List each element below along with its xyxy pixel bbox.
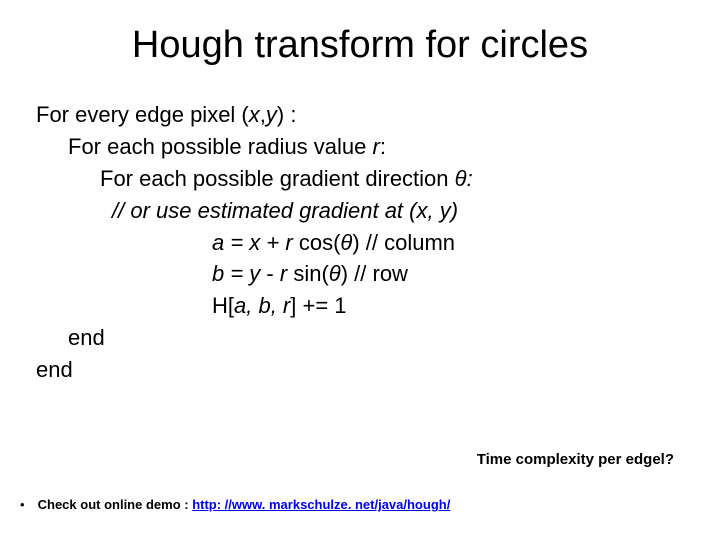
slide-title: Hough transform for circles [36, 24, 684, 67]
footer: • Check out online demo : http: //www. m… [20, 497, 450, 512]
algo-line-6: b = y - r sin(θ) // row [36, 258, 684, 290]
text: ] += 1 [290, 293, 346, 318]
bullet-icon: • [20, 497, 34, 512]
text: ) // row [341, 261, 408, 286]
algo-line-7: H[a, b, r] += 1 [36, 290, 684, 322]
var-x: x [249, 102, 260, 127]
var-theta: θ: [455, 166, 473, 191]
algo-line-2: For each possible radius value r: [36, 131, 684, 163]
text: - [266, 261, 279, 286]
var-r: r [373, 134, 380, 159]
algo-line-1: For every edge pixel (x,y) : [36, 99, 684, 131]
text: sin( [293, 261, 328, 286]
text: For each possible gradient direction [100, 166, 455, 191]
var-y: y [266, 102, 277, 127]
text: cos( [299, 230, 341, 255]
text: r [280, 261, 293, 286]
text: H[ [212, 293, 234, 318]
algo-line-4-comment: // or use estimated gradient at (x, y) [36, 195, 684, 227]
var-theta: θ [340, 230, 352, 255]
text: ) : [277, 102, 297, 127]
algo-line-5: a = x + r cos(θ) // column [36, 227, 684, 259]
text: a = x + r [212, 230, 299, 255]
algo-end-1: end [36, 322, 684, 354]
text: ) // column [352, 230, 455, 255]
text: For every edge pixel ( [36, 102, 249, 127]
algorithm-block: For every edge pixel (x,y) : For each po… [36, 99, 684, 386]
text: : [380, 134, 386, 159]
text: b = y [212, 261, 266, 286]
var-theta: θ [329, 261, 341, 286]
footer-text: Check out online demo : [38, 497, 193, 512]
text: For each possible radius value [68, 134, 373, 159]
demo-link[interactable]: http: //www. markschulze. net/java/hough… [192, 497, 450, 512]
algo-end-2: end [36, 354, 684, 386]
vars-abr: a, b, r [234, 293, 290, 318]
algo-line-3: For each possible gradient direction θ: [36, 163, 684, 195]
time-complexity-note: Time complexity per edgel? [477, 451, 674, 468]
